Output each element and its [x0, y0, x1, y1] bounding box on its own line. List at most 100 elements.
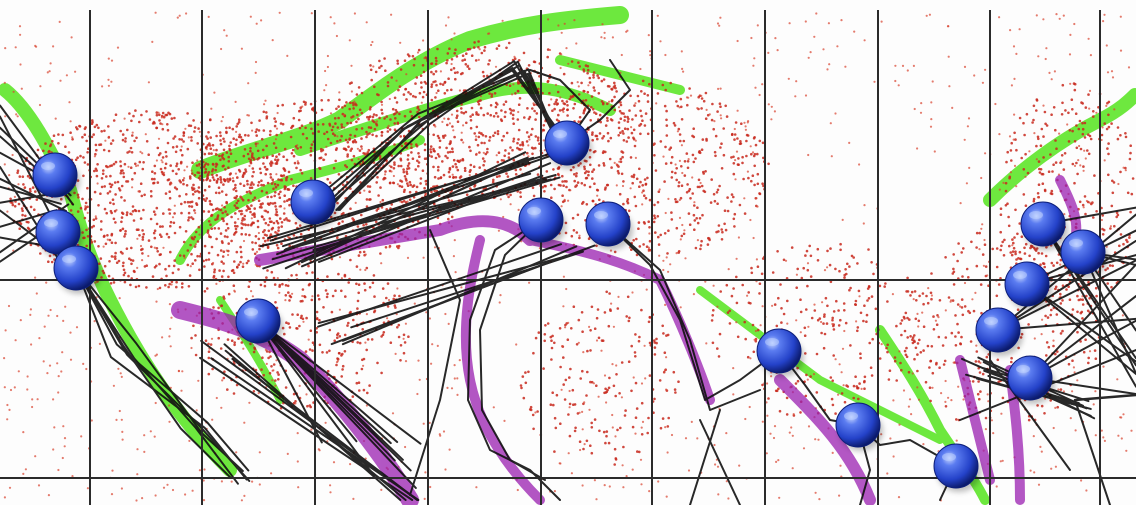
scatter-point: [261, 356, 264, 360]
scatter-point: [1048, 71, 1051, 74]
scatter-point: [634, 416, 638, 420]
scatter-point: [667, 197, 670, 200]
scatter-point: [399, 164, 403, 168]
scatter-point: [271, 161, 274, 165]
scatter-point: [692, 293, 696, 296]
scatter-point: [800, 276, 804, 280]
scatter-point: [552, 403, 555, 407]
scatter-point: [380, 335, 383, 338]
scatter-point: [747, 291, 750, 294]
scatter-point: [500, 139, 504, 142]
scatter-point: [761, 305, 764, 308]
scatter-point: [587, 173, 590, 177]
scatter-point: [598, 198, 601, 202]
scatter-point: [954, 335, 957, 338]
scatter-point: [593, 89, 596, 92]
scatter-point: [718, 24, 721, 27]
scatter-point: [409, 110, 412, 113]
scatter-point: [160, 159, 163, 162]
scatter-point: [1069, 82, 1072, 85]
scatter-point: [237, 168, 241, 172]
scatter-point: [669, 263, 672, 266]
scatter-point: [1083, 121, 1087, 125]
scatter-point: [132, 219, 136, 222]
scatter-point: [652, 220, 656, 224]
scatter-point: [398, 85, 402, 88]
scatter-point: [680, 118, 684, 121]
scatter-point: [262, 218, 266, 221]
scatter-point: [288, 326, 292, 329]
scatter-point: [1065, 288, 1068, 291]
scatter-point: [222, 262, 225, 265]
scatter-point: [472, 165, 476, 168]
scatter-point: [525, 140, 529, 143]
scatter-point: [244, 170, 248, 173]
scatter-point: [831, 318, 834, 322]
scatter-point: [701, 138, 705, 141]
scatter-point: [867, 248, 870, 251]
scatter-point: [270, 182, 274, 185]
scatter-point: [204, 168, 208, 171]
scatter-point: [361, 328, 365, 331]
scatter-point: [349, 121, 353, 125]
scatter-point: [844, 65, 847, 68]
scatter-point: [403, 175, 407, 178]
scatter-point: [534, 336, 538, 340]
scatter-point: [625, 140, 629, 143]
scatter-point: [393, 122, 397, 125]
scatter-point: [249, 210, 252, 214]
scatter-point: [1033, 132, 1036, 135]
scatter-point: [1076, 172, 1079, 176]
scatter-point: [935, 323, 939, 327]
scatter-point: [304, 103, 307, 106]
scatter-point: [159, 152, 162, 155]
scatter-point: [635, 177, 639, 181]
scatter-point: [612, 86, 616, 89]
scatter-point: [217, 186, 221, 189]
scatter-point: [730, 200, 733, 203]
scatter-point: [248, 186, 252, 190]
scatter-point: [208, 185, 211, 188]
scatter-point: [1100, 429, 1103, 432]
scatter-point: [614, 458, 618, 461]
scatter-point: [229, 152, 233, 155]
scatter-point: [78, 124, 81, 128]
scatter-point: [900, 368, 903, 372]
scatter-point: [79, 154, 82, 158]
scatter-point: [403, 114, 407, 118]
scatter-point: [868, 341, 871, 345]
scatter-point: [974, 291, 977, 294]
scatter-point: [824, 296, 828, 300]
scatter-point: [263, 209, 266, 212]
scatter-point: [602, 164, 606, 167]
scatter-point: [373, 127, 377, 131]
scatter-point: [456, 114, 459, 117]
scatter-point: [500, 159, 504, 162]
scatter-point: [653, 216, 657, 220]
scatter-point: [107, 84, 110, 87]
scatter-point: [648, 232, 651, 235]
scatter-point: [349, 133, 352, 137]
scatter-point: [480, 141, 484, 145]
scatter-point: [1102, 228, 1106, 232]
scatter-point: [190, 172, 194, 175]
scatter-point: [859, 352, 862, 356]
scatter-point: [370, 43, 373, 47]
scatter-point: [616, 169, 620, 173]
scatter-point: [270, 365, 273, 368]
scatter-point: [893, 356, 897, 359]
scatter-point: [337, 173, 341, 176]
scatter-point: [112, 119, 116, 122]
scatter-point: [604, 124, 608, 127]
scatter-point: [1074, 112, 1078, 115]
scatter-point: [141, 252, 144, 255]
scatter-point: [587, 84, 590, 87]
scatter-point: [407, 335, 410, 339]
scatter-point: [903, 329, 907, 333]
scatter-point: [944, 400, 947, 403]
scatter-point: [255, 144, 258, 148]
scatter-point: [697, 95, 700, 99]
scatter-point: [238, 209, 241, 213]
scatter-point: [629, 156, 633, 159]
